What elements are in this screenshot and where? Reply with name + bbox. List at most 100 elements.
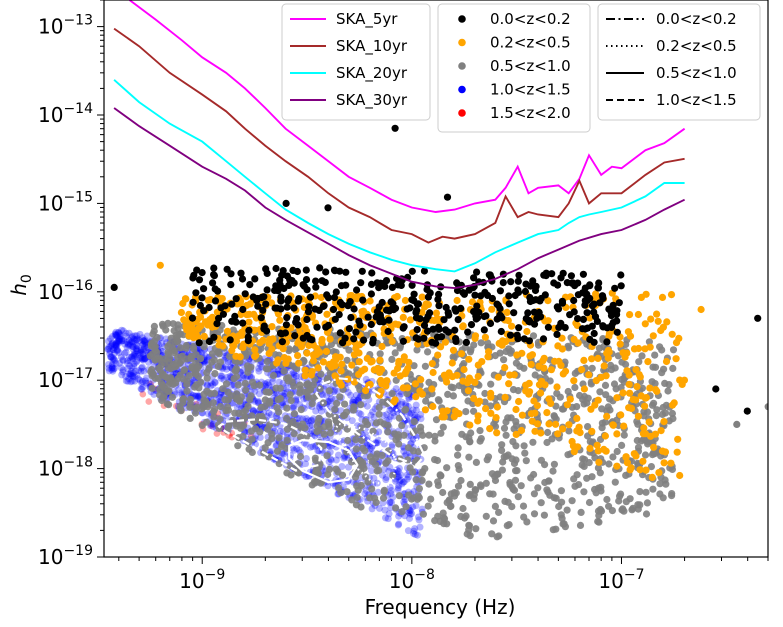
scatter-point <box>195 276 204 284</box>
x-tick-label: 10−9 <box>179 567 225 593</box>
scatter-point <box>122 348 130 356</box>
scatter-point <box>114 346 122 354</box>
y-tick-label: 10−16 <box>38 278 93 304</box>
scatter-point <box>126 371 134 379</box>
scatter-point <box>535 381 544 389</box>
scatter-point <box>384 327 392 336</box>
scatter-point <box>511 467 520 475</box>
scatter-point <box>404 444 412 452</box>
scatter-point <box>180 316 188 324</box>
scatter-point <box>107 353 115 361</box>
scatter-point <box>303 315 311 324</box>
scatter-point <box>318 339 326 347</box>
scatter-point <box>397 471 405 479</box>
scatter-point <box>216 393 224 401</box>
scatter-point <box>596 505 605 514</box>
scatter-point <box>136 354 144 362</box>
scatter-point <box>159 322 167 330</box>
scatter-point <box>362 386 370 395</box>
scatter-point <box>420 321 429 329</box>
scatter-point <box>127 378 135 386</box>
scatter-point <box>391 396 399 404</box>
scatter-point <box>183 380 191 388</box>
scatter-point <box>138 348 146 356</box>
scatter-point <box>537 389 545 397</box>
scatter-point <box>596 388 604 396</box>
scatter-point <box>115 336 123 344</box>
scatter-point <box>139 355 146 363</box>
scatter-point <box>239 344 247 352</box>
scatter-point <box>369 427 377 435</box>
scatter-point <box>443 407 451 415</box>
scatter-point <box>585 371 593 379</box>
scatter-point <box>164 364 172 372</box>
scatter-point <box>232 422 241 430</box>
scatter-point <box>239 305 247 314</box>
scatter-point <box>417 415 425 423</box>
scatter-point <box>200 307 208 315</box>
scatter-point <box>290 382 298 390</box>
scatter-point <box>380 486 388 494</box>
scatter-point <box>385 416 393 424</box>
scatter-point <box>482 512 490 520</box>
scatter-point <box>406 410 414 418</box>
scatter-point <box>452 335 460 343</box>
scatter-point <box>200 343 208 351</box>
scatter-point <box>434 351 442 359</box>
scatter-point <box>466 532 474 540</box>
scatter-point <box>279 345 287 353</box>
scatter-point <box>283 272 291 280</box>
scatter-point <box>397 390 405 398</box>
scatter-point <box>280 450 288 458</box>
scatter-point <box>611 364 619 372</box>
legend-label: SKA_20yr <box>336 64 408 83</box>
scatter-point <box>357 279 365 287</box>
scatter-point <box>331 372 339 380</box>
scatter-point <box>129 345 137 353</box>
scatter-point <box>108 340 116 348</box>
scatter-point <box>481 389 489 398</box>
scatter-point <box>139 390 147 398</box>
scatter-point <box>131 367 139 375</box>
scatter-point <box>533 314 541 322</box>
scatter-point <box>165 387 173 395</box>
scatter-point <box>118 371 126 379</box>
scatter-point <box>114 337 122 345</box>
scatter-point <box>324 482 332 490</box>
scatter-point <box>434 324 443 332</box>
scatter-point <box>125 353 133 361</box>
legend-contours <box>597 3 761 121</box>
scatter-point <box>326 397 334 405</box>
scatter-point <box>401 370 409 378</box>
scatter-point <box>510 371 518 379</box>
scatter-point <box>388 283 396 291</box>
scatter-point <box>113 346 121 354</box>
scatter-point <box>437 429 445 437</box>
scatter-point <box>501 393 509 401</box>
scatter-point <box>547 366 556 374</box>
scatter-point <box>305 303 313 311</box>
scatter-point <box>384 515 392 523</box>
scatter-point <box>420 334 428 342</box>
scatter-point <box>188 329 196 337</box>
scatter-point <box>613 394 621 402</box>
scatter-point <box>211 297 220 305</box>
scatter-point <box>616 340 624 348</box>
scatter-point <box>520 364 528 372</box>
scatter-point <box>126 341 134 349</box>
scatter-point <box>431 456 439 464</box>
scatter-point <box>368 485 376 493</box>
scatter-point <box>401 406 409 414</box>
scatter-point <box>598 424 606 432</box>
scatter-point <box>462 512 470 520</box>
scatter-point <box>124 341 132 349</box>
scatter-point <box>402 400 410 408</box>
scatter-point <box>112 328 120 336</box>
scatter-point <box>517 482 525 490</box>
scatter-point <box>305 341 313 350</box>
scatter-point <box>244 368 252 376</box>
scatter-point <box>349 406 357 414</box>
scatter-point <box>180 366 189 374</box>
scatter-point <box>507 349 515 357</box>
scatter-point <box>590 329 598 338</box>
